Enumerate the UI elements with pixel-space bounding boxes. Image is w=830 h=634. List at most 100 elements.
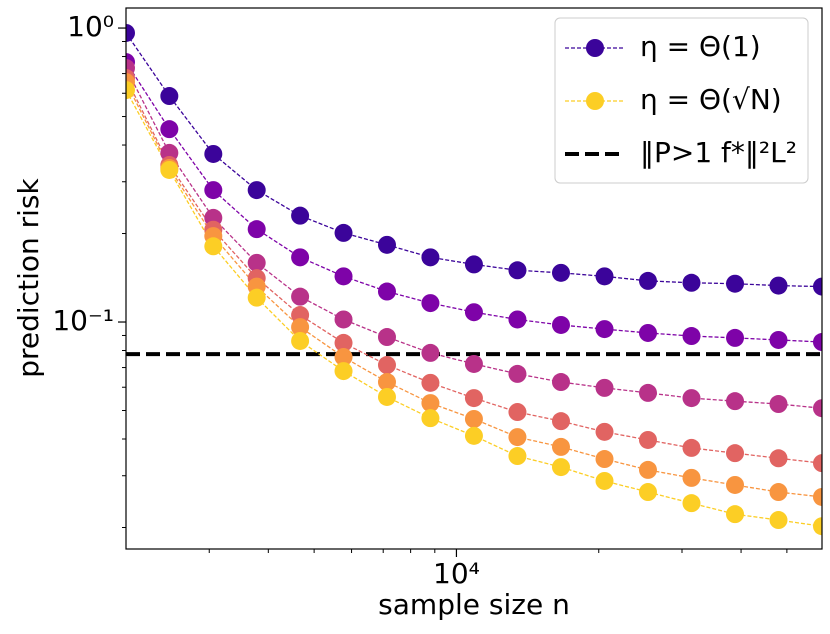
data-point xyxy=(421,394,440,413)
data-point xyxy=(682,468,701,487)
data-point xyxy=(726,505,745,524)
data-point xyxy=(126,81,135,100)
data-point xyxy=(551,437,570,456)
data-point xyxy=(769,276,788,295)
data-point xyxy=(726,475,745,494)
data-point xyxy=(508,403,527,422)
data-point xyxy=(334,362,353,381)
y-tick-label: 10⁻¹ xyxy=(52,304,114,337)
legend-marker xyxy=(586,39,604,57)
data-point xyxy=(813,333,822,352)
x-tick-label: 10⁴ xyxy=(433,557,480,590)
data-point xyxy=(291,206,310,225)
data-point xyxy=(464,426,483,445)
series-line xyxy=(126,32,822,288)
data-point xyxy=(421,248,440,267)
data-point xyxy=(726,392,745,411)
data-point xyxy=(377,282,396,301)
data-point xyxy=(377,356,396,375)
data-point xyxy=(551,373,570,392)
data-point xyxy=(769,449,788,468)
data-point xyxy=(421,373,440,392)
data-point xyxy=(204,237,223,256)
data-point xyxy=(126,23,135,42)
data-point xyxy=(247,288,266,307)
data-point xyxy=(334,310,353,329)
data-point xyxy=(377,328,396,347)
data-point xyxy=(595,320,614,339)
data-point xyxy=(160,120,179,139)
data-point xyxy=(638,323,657,342)
data-point xyxy=(638,430,657,449)
data-point xyxy=(682,494,701,513)
data-point xyxy=(595,471,614,490)
data-point xyxy=(813,487,822,506)
data-point xyxy=(769,395,788,414)
data-point xyxy=(421,343,440,362)
data-point xyxy=(551,458,570,477)
data-point xyxy=(682,327,701,346)
data-point xyxy=(682,273,701,292)
y-axis-label: prediction risk xyxy=(12,177,45,377)
plot-area xyxy=(126,23,822,536)
data-point xyxy=(638,383,657,402)
data-point xyxy=(464,354,483,373)
data-point xyxy=(377,387,396,406)
data-point xyxy=(421,294,440,313)
y-tick-label: 10⁰ xyxy=(67,10,114,43)
data-point xyxy=(769,330,788,349)
data-point xyxy=(464,409,483,428)
data-point xyxy=(813,277,822,296)
data-point xyxy=(508,428,527,447)
data-point xyxy=(508,447,527,466)
data-point xyxy=(464,389,483,408)
data-point xyxy=(638,460,657,479)
data-point xyxy=(421,409,440,428)
data-point xyxy=(769,511,788,530)
data-point xyxy=(291,287,310,306)
data-point xyxy=(464,255,483,274)
data-point xyxy=(595,378,614,397)
data-point xyxy=(551,412,570,431)
legend-marker xyxy=(586,92,604,110)
data-point xyxy=(813,454,822,473)
legend-label: η = Θ(√N) xyxy=(640,83,782,116)
data-point xyxy=(551,315,570,334)
data-point xyxy=(726,274,745,293)
data-point xyxy=(726,444,745,463)
data-point xyxy=(160,160,179,179)
data-point xyxy=(595,450,614,469)
data-point xyxy=(204,181,223,200)
data-point xyxy=(638,483,657,502)
data-point xyxy=(813,399,822,418)
data-point xyxy=(160,87,179,106)
data-point xyxy=(377,373,396,392)
data-point xyxy=(464,303,483,322)
legend-label: η = Θ(1) xyxy=(640,30,761,63)
data-point xyxy=(291,331,310,350)
data-point xyxy=(682,389,701,408)
data-point xyxy=(291,318,310,337)
data-point xyxy=(682,438,701,457)
data-point xyxy=(769,483,788,502)
data-point xyxy=(204,144,223,163)
plot-frame xyxy=(125,7,823,550)
data-point xyxy=(508,310,527,329)
series-line xyxy=(126,77,822,464)
data-point xyxy=(377,235,396,254)
data-point xyxy=(334,348,353,367)
data-point xyxy=(291,248,310,267)
data-point xyxy=(334,333,353,352)
data-point xyxy=(334,223,353,242)
data-point xyxy=(334,267,353,286)
x-axis-label: sample size n xyxy=(378,588,570,621)
legend-box xyxy=(554,17,809,184)
data-point xyxy=(551,263,570,282)
data-point xyxy=(595,267,614,286)
data-point xyxy=(508,364,527,383)
data-point xyxy=(638,271,657,290)
legend-label: ‖P>1 f*‖²L² xyxy=(640,136,797,169)
data-point xyxy=(508,261,527,280)
data-point xyxy=(595,422,614,441)
